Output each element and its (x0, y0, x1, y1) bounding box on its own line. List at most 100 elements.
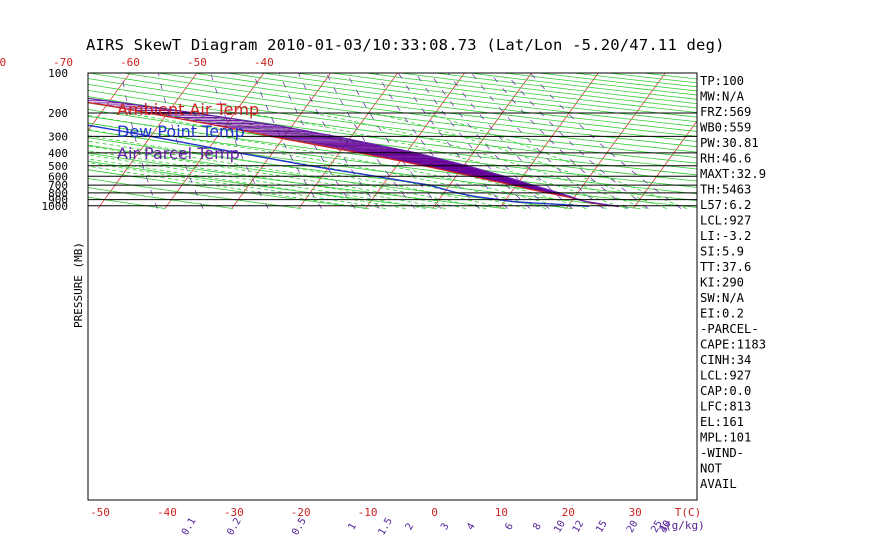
bottom-temp-tick-label: -50 (90, 506, 110, 519)
dry-adiabat-line (535, 73, 697, 92)
data-point (4, 87, 6, 89)
pressure-tick-label: 900 (48, 194, 68, 207)
data-point (126, 102, 129, 105)
data-point (45, 95, 47, 97)
mixing-ratio-label: 20 (625, 519, 641, 535)
index-line: FRZ:569 (700, 105, 751, 119)
mixing-ratio-label: 0.5 (290, 516, 309, 537)
index-line: L57:6.2 (700, 198, 751, 212)
plot-area (0, 67, 870, 209)
index-line: WB0:559 (700, 121, 751, 135)
mixing-ratio-label: 6 (503, 521, 516, 532)
dry-adiabat-line (88, 96, 697, 176)
bottom-axis-label: T(C) (675, 506, 702, 519)
legend-dew-point-temp: Dew Point Temp (117, 122, 245, 141)
moist-adiabat-line (88, 162, 386, 209)
dry-adiabat-line (88, 144, 573, 209)
y-axis-label: PRESSURE (MB) (72, 242, 85, 328)
pressure-tick-label: 300 (48, 130, 68, 143)
mixing-ratio-label: 10 (552, 519, 568, 535)
index-line: EL:161 (700, 415, 744, 429)
index-line: MAXT:32.9 (700, 167, 766, 181)
index-line: LCL:927 (700, 369, 751, 383)
pressure-tick-label: 200 (48, 107, 68, 120)
moist-adiabat-line (426, 112, 687, 209)
index-line: TH:5463 (700, 183, 751, 197)
dry-adiabat-line (88, 115, 697, 195)
mixing-ratio-line (415, 73, 531, 209)
mixing-ratio-label: 4 (465, 521, 478, 532)
data-point (72, 95, 74, 97)
index-line: -WIND- (700, 446, 744, 460)
mixing-ratio-line (376, 73, 480, 209)
index-line: LI:-3.2 (700, 229, 751, 243)
mixing-ratio-label: 8 (531, 521, 544, 532)
moist-adiabat-line (88, 150, 446, 209)
data-point (0, 112, 1, 114)
mixing-ratio-line (429, 73, 550, 209)
top-temp-tick-label: -70 (53, 56, 73, 69)
data-point (90, 124, 93, 127)
moist-adiabat-line (312, 112, 647, 209)
mixing-ratio-line (471, 73, 604, 209)
pressure-tick-label: 100 (48, 67, 68, 80)
legend-air-parcel-temp: Air Parcel Temp (117, 144, 240, 163)
index-line: CINH:34 (700, 353, 751, 367)
mixing-ratio-line (530, 73, 682, 209)
bottom-temp-tick-label: -30 (224, 506, 244, 519)
mixing-ratio-label: 40 (658, 519, 674, 535)
dry-adiabat-line (88, 187, 234, 209)
index-line: SW:N/A (700, 291, 745, 305)
isotherm-line (88, 73, 131, 132)
index-line: RH:46.6 (700, 152, 751, 166)
index-line: KI:290 (700, 276, 744, 290)
dry-adiabat-line (190, 73, 697, 137)
data-point (564, 195, 567, 198)
dry-adiabat-line (88, 89, 697, 170)
mixing-ratio-label: 3 (439, 521, 452, 532)
data-point (393, 158, 396, 161)
isotherm-line (0, 67, 1, 209)
mixing-ratio-label: 1.5 (376, 516, 395, 537)
mixing-ratio-line (158, 73, 204, 209)
isotherm-line (767, 67, 870, 209)
data-point (491, 180, 494, 182)
data-point (317, 144, 320, 147)
index-line: MW:N/A (700, 90, 745, 104)
pressure-tick-label: 400 (48, 147, 68, 160)
moist-adiabat-line (88, 145, 466, 209)
data-point (583, 200, 586, 203)
index-line: AVAIL (700, 477, 737, 491)
moist-adiabat-line (88, 158, 406, 209)
data-point (605, 203, 607, 206)
plot-frame (87, 72, 698, 501)
dry-adiabat-line (88, 169, 369, 209)
mixing-ratio-unit: (g/kg) (665, 519, 705, 532)
top-temp-tick-label: -80 (0, 56, 6, 69)
dry-adiabat-line (88, 73, 697, 153)
bottom-temp-tick-label: -40 (157, 506, 177, 519)
index-line: LCL:927 (700, 214, 751, 228)
data-point (217, 124, 220, 127)
mixing-ratio-label: 0.1 (180, 516, 199, 537)
data-point (105, 104, 108, 107)
data-point (529, 188, 532, 191)
pressure-tick-label: 1000 (42, 200, 69, 213)
mixing-ratio-line (298, 73, 380, 209)
mixing-ratio-line (346, 73, 442, 209)
mixing-ratio-label: 12 (571, 519, 587, 535)
index-line: LFC:813 (700, 400, 751, 414)
moist-adiabat-line (88, 135, 507, 209)
dry-adiabat-line (432, 73, 697, 105)
dry-adiabat-line (88, 102, 697, 182)
bottom-temp-tick-label: -20 (291, 506, 311, 519)
mixing-ratio-label: 15 (594, 519, 610, 535)
bottom-temp-tick-label: 20 (562, 506, 575, 519)
dry-adiabat-line (88, 137, 641, 209)
bottom-temp-tick-label: 0 (431, 506, 438, 519)
dry-adiabat-line (259, 73, 697, 127)
moist-adiabat-line (88, 115, 567, 209)
dry-adiabat-line (88, 160, 437, 209)
moist-adiabat-line (88, 140, 487, 209)
mixing-ratio-label: 1 (346, 521, 359, 532)
